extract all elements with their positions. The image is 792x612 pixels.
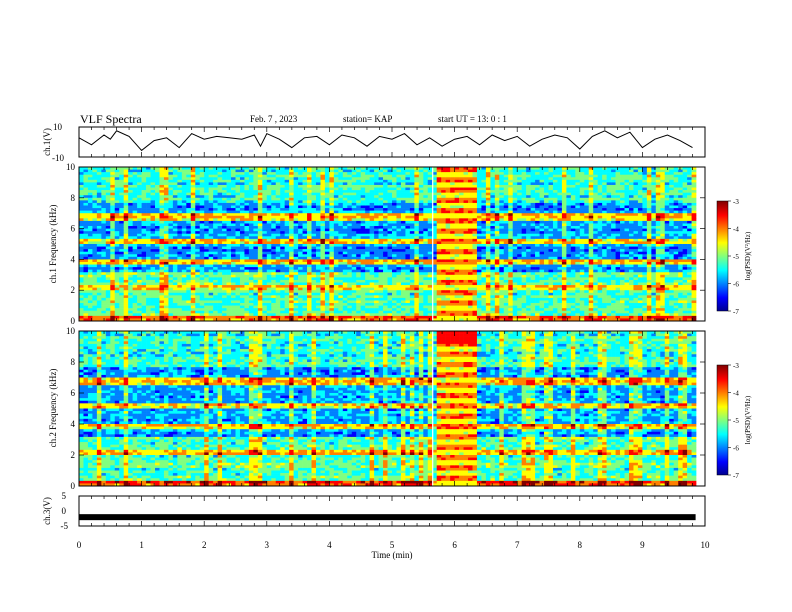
x-tick-label: 9 — [640, 540, 645, 550]
freq-tick-label: 10 — [66, 162, 76, 172]
freq-tick-label: 8 — [71, 357, 76, 367]
colorbar-tick-label: -4 — [733, 226, 739, 234]
x-tick-label: 7 — [515, 540, 520, 550]
x-tick-label: 6 — [452, 540, 457, 550]
ch1-waveform-line — [78, 130, 693, 152]
ch1-freq-ylabel: ch.1 Frequency (kHz) — [48, 205, 58, 284]
x-tick-label: 4 — [327, 540, 332, 550]
colorbar-tick-label: -7 — [733, 308, 739, 316]
freq-tick-label: 6 — [71, 224, 76, 234]
freq-tick-label: 4 — [71, 254, 76, 264]
freq-tick-label: 8 — [71, 193, 76, 203]
ch3-ytick-top: 5 — [62, 491, 67, 501]
ch2-spectrogram-panel: 0 2 4 6 8 10 ch.2 Frequency (kHz) — [48, 326, 706, 491]
colorbar-tick-label: -5 — [733, 253, 739, 261]
colorbar-tick-label: -3 — [733, 362, 739, 370]
freq-tick-label: 0 — [71, 481, 76, 491]
x-tick-label: 10 — [701, 540, 711, 550]
x-tick-label: 5 — [390, 540, 395, 550]
freq-tick-label: 4 — [71, 419, 76, 429]
colorbar-tick-label: -3 — [733, 198, 739, 206]
ch3-panel: 5 0 -5 ch.3(V) 0 1 2 3 4 5 6 7 8 9 10 Time (min) — [42, 491, 710, 560]
ch1-waveform-panel: 10 -10 ch.1(V) — [42, 122, 706, 163]
ch3-signal-bar — [79, 514, 696, 521]
colorbar-tick-label: -5 — [733, 417, 739, 425]
colorbar-tick-label: -7 — [733, 472, 739, 480]
ch2-colorbar: -3 -4 -5 -6 -7 log(PSD)(V²/Hz) — [716, 362, 752, 480]
x-tick-label: 1 — [139, 540, 144, 550]
x-tick-label: 0 — [77, 540, 82, 550]
ch1-ylabel: ch.1(V) — [42, 128, 52, 156]
ch1-ytick-bottom: -10 — [52, 153, 64, 163]
ch3-ylabel: ch.3(V) — [42, 497, 52, 525]
start-time-label: start UT = 13: 0 : 1 — [438, 114, 507, 124]
colorbar-tick-label: -6 — [733, 445, 739, 453]
ch2-freq-ylabel: ch.2 Frequency (kHz) — [48, 369, 58, 448]
x-tick-label: 2 — [202, 540, 207, 550]
ch1-spectrogram-panel: 0 2 4 6 8 10 ch.1 Frequency (kHz) — [48, 162, 706, 326]
freq-tick-label: 10 — [66, 326, 76, 336]
figure-title: VLF Spectra — [80, 112, 142, 126]
ch3-ytick-bottom: -5 — [61, 521, 69, 531]
ch1-colorbar: -3 -4 -5 -6 -7 log(PSD)(V²/Hz) — [716, 198, 752, 316]
date-label: Feb. 7 , 2023 — [250, 114, 298, 124]
station-label: station= KAP — [343, 114, 392, 124]
ch2-colorbar-label: log(PSD)(V²/Hz) — [744, 395, 752, 444]
freq-tick-label: 0 — [71, 316, 76, 326]
freq-tick-label: 2 — [71, 450, 76, 460]
x-tick-label: 3 — [265, 540, 270, 550]
freq-tick-label: 6 — [71, 388, 76, 398]
x-tick-label: 8 — [578, 540, 583, 550]
freq-tick-label: 2 — [71, 285, 76, 295]
ch1-colorbar-label: log(PSD)(V²/Hz) — [744, 231, 752, 280]
ch3-ytick-mid: 0 — [62, 506, 67, 516]
x-axis-label: Time (min) — [372, 550, 413, 560]
ch1-ytick-top: 10 — [53, 122, 63, 132]
colorbar-tick-label: -4 — [733, 390, 739, 398]
colorbar-tick-label: -6 — [733, 281, 739, 289]
